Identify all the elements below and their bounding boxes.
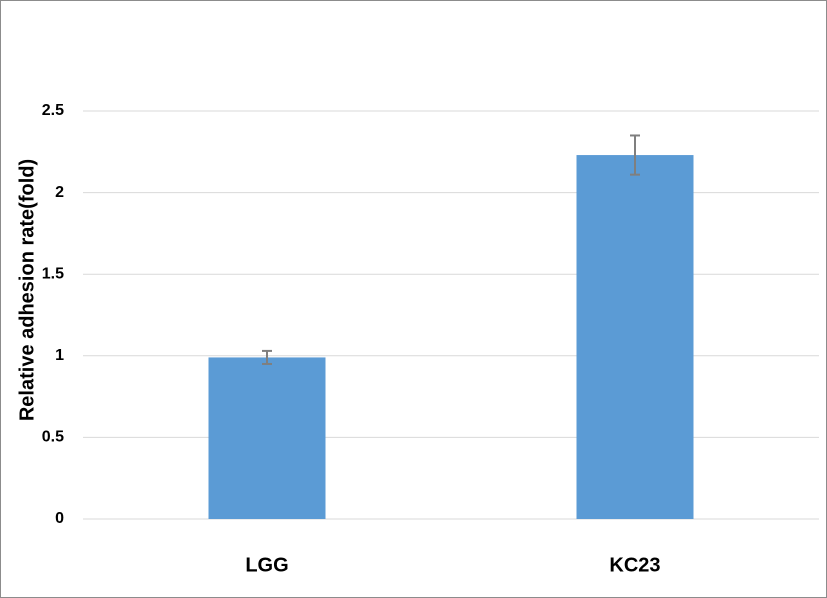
y-tick-label: 2.5 [42, 102, 64, 119]
bar [576, 155, 694, 519]
x-tick-label: KC23 [609, 554, 660, 576]
error-bar [262, 349, 272, 365]
y-axis-label: Relative adhesion rate(fold) [16, 159, 38, 421]
y-tick-label: 0.5 [42, 429, 64, 446]
y-tick-label: 1.5 [42, 265, 64, 282]
y-tick-label: 1 [55, 347, 64, 364]
y-tick-label: 0 [55, 510, 64, 527]
error-bar [630, 134, 640, 176]
bar [208, 357, 326, 519]
y-tick-label: 2 [55, 184, 64, 201]
x-tick-label: LGG [245, 554, 288, 576]
